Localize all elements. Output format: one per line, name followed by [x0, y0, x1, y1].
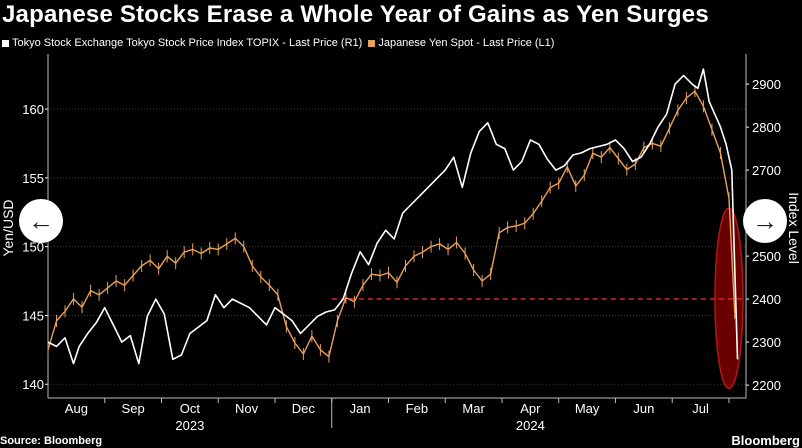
left-tick-label: 160: [22, 102, 44, 117]
legend-swatch-topix: [2, 39, 9, 47]
month-label: Dec: [292, 401, 316, 416]
month-label: Apr: [520, 401, 541, 416]
left-axis-label: Yen/USD: [0, 199, 16, 256]
right-tick-label: 2900: [752, 77, 781, 92]
legend-label-yen: Japanese Yen Spot - Last Price (L1): [378, 37, 555, 49]
series-topix: [47, 68, 739, 365]
grid-layer: [48, 108, 746, 385]
next-slide-button[interactable]: →: [743, 199, 787, 243]
right-tick-label: 2200: [752, 378, 781, 393]
prev-slide-button[interactable]: ←: [19, 199, 63, 243]
left-axis: 140 145 150 155 160: [22, 54, 49, 398]
month-label: Nov: [235, 401, 259, 416]
left-tick-label: 155: [22, 171, 44, 186]
right-tick-label: 2500: [752, 249, 781, 264]
year-label: 2023: [175, 418, 204, 433]
right-tick-label: 2400: [752, 292, 781, 307]
month-label: Mar: [462, 401, 485, 416]
year-label: 2024: [516, 418, 545, 433]
brand-logo: Bloomberg: [731, 433, 800, 448]
series-line-yen: [47, 90, 736, 358]
highlight-layer: [331, 207, 746, 390]
left-tick-label: 140: [22, 377, 44, 392]
left-tick-label: 145: [22, 308, 44, 323]
series-line-topix: [47, 68, 739, 365]
month-label: Oct: [180, 401, 201, 416]
source-note: Source: Bloomberg: [0, 435, 103, 447]
series-layer: [47, 68, 739, 365]
legend-swatch-yen: [368, 39, 376, 47]
month-label: Sep: [122, 401, 145, 416]
legend-label-topix: Tokyo Stock Exchange Tokyo Stock Price I…: [12, 37, 363, 49]
chart-title: Japanese Stocks Erase a Whole Year of Ga…: [2, 1, 709, 28]
left-tick-label: 150: [22, 240, 44, 255]
month-label: Jan: [350, 401, 371, 416]
month-label: Feb: [406, 401, 428, 416]
right-axis-label: Index Level: [786, 192, 802, 264]
right-tick-label: 2300: [752, 335, 781, 350]
series-yen: [47, 85, 736, 363]
highlight-ellipse: [714, 207, 744, 390]
month-label: May: [575, 401, 600, 416]
chart-legend: Tokyo Stock Exchange Tokyo Stock Price I…: [2, 37, 560, 49]
legend-item-topix: Tokyo Stock Exchange Tokyo Stock Price I…: [2, 37, 362, 49]
month-label: Aug: [65, 401, 88, 416]
right-tick-label: 2800: [752, 120, 781, 135]
arrow-right-icon: →: [752, 206, 778, 236]
month-label: Jul: [692, 401, 709, 416]
month-label: Jun: [633, 401, 654, 416]
legend-item-yen: Japanese Yen Spot - Last Price (L1): [368, 37, 554, 49]
arrow-left-icon: ←: [28, 206, 54, 236]
right-tick-label: 2700: [752, 163, 781, 178]
x-axis: Aug Sep Oct Nov Dec Jan Feb Mar Apr May Jun Jul 2023…: [48, 397, 746, 433]
